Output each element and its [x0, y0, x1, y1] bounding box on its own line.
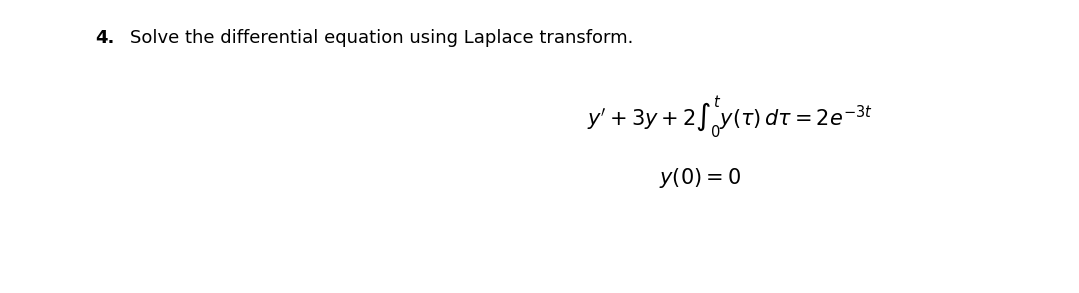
Text: Solve the differential equation using Laplace transform.: Solve the differential equation using La… [129, 29, 633, 47]
Text: $y' + 3y + 2\int_0^t y(\tau)\,d\tau = 2e^{-3t}$: $y' + 3y + 2\int_0^t y(\tau)\,d\tau = 2e… [587, 95, 873, 141]
Text: 4.: 4. [95, 29, 114, 47]
Text: $y(0) = 0$: $y(0) = 0$ [659, 166, 741, 190]
